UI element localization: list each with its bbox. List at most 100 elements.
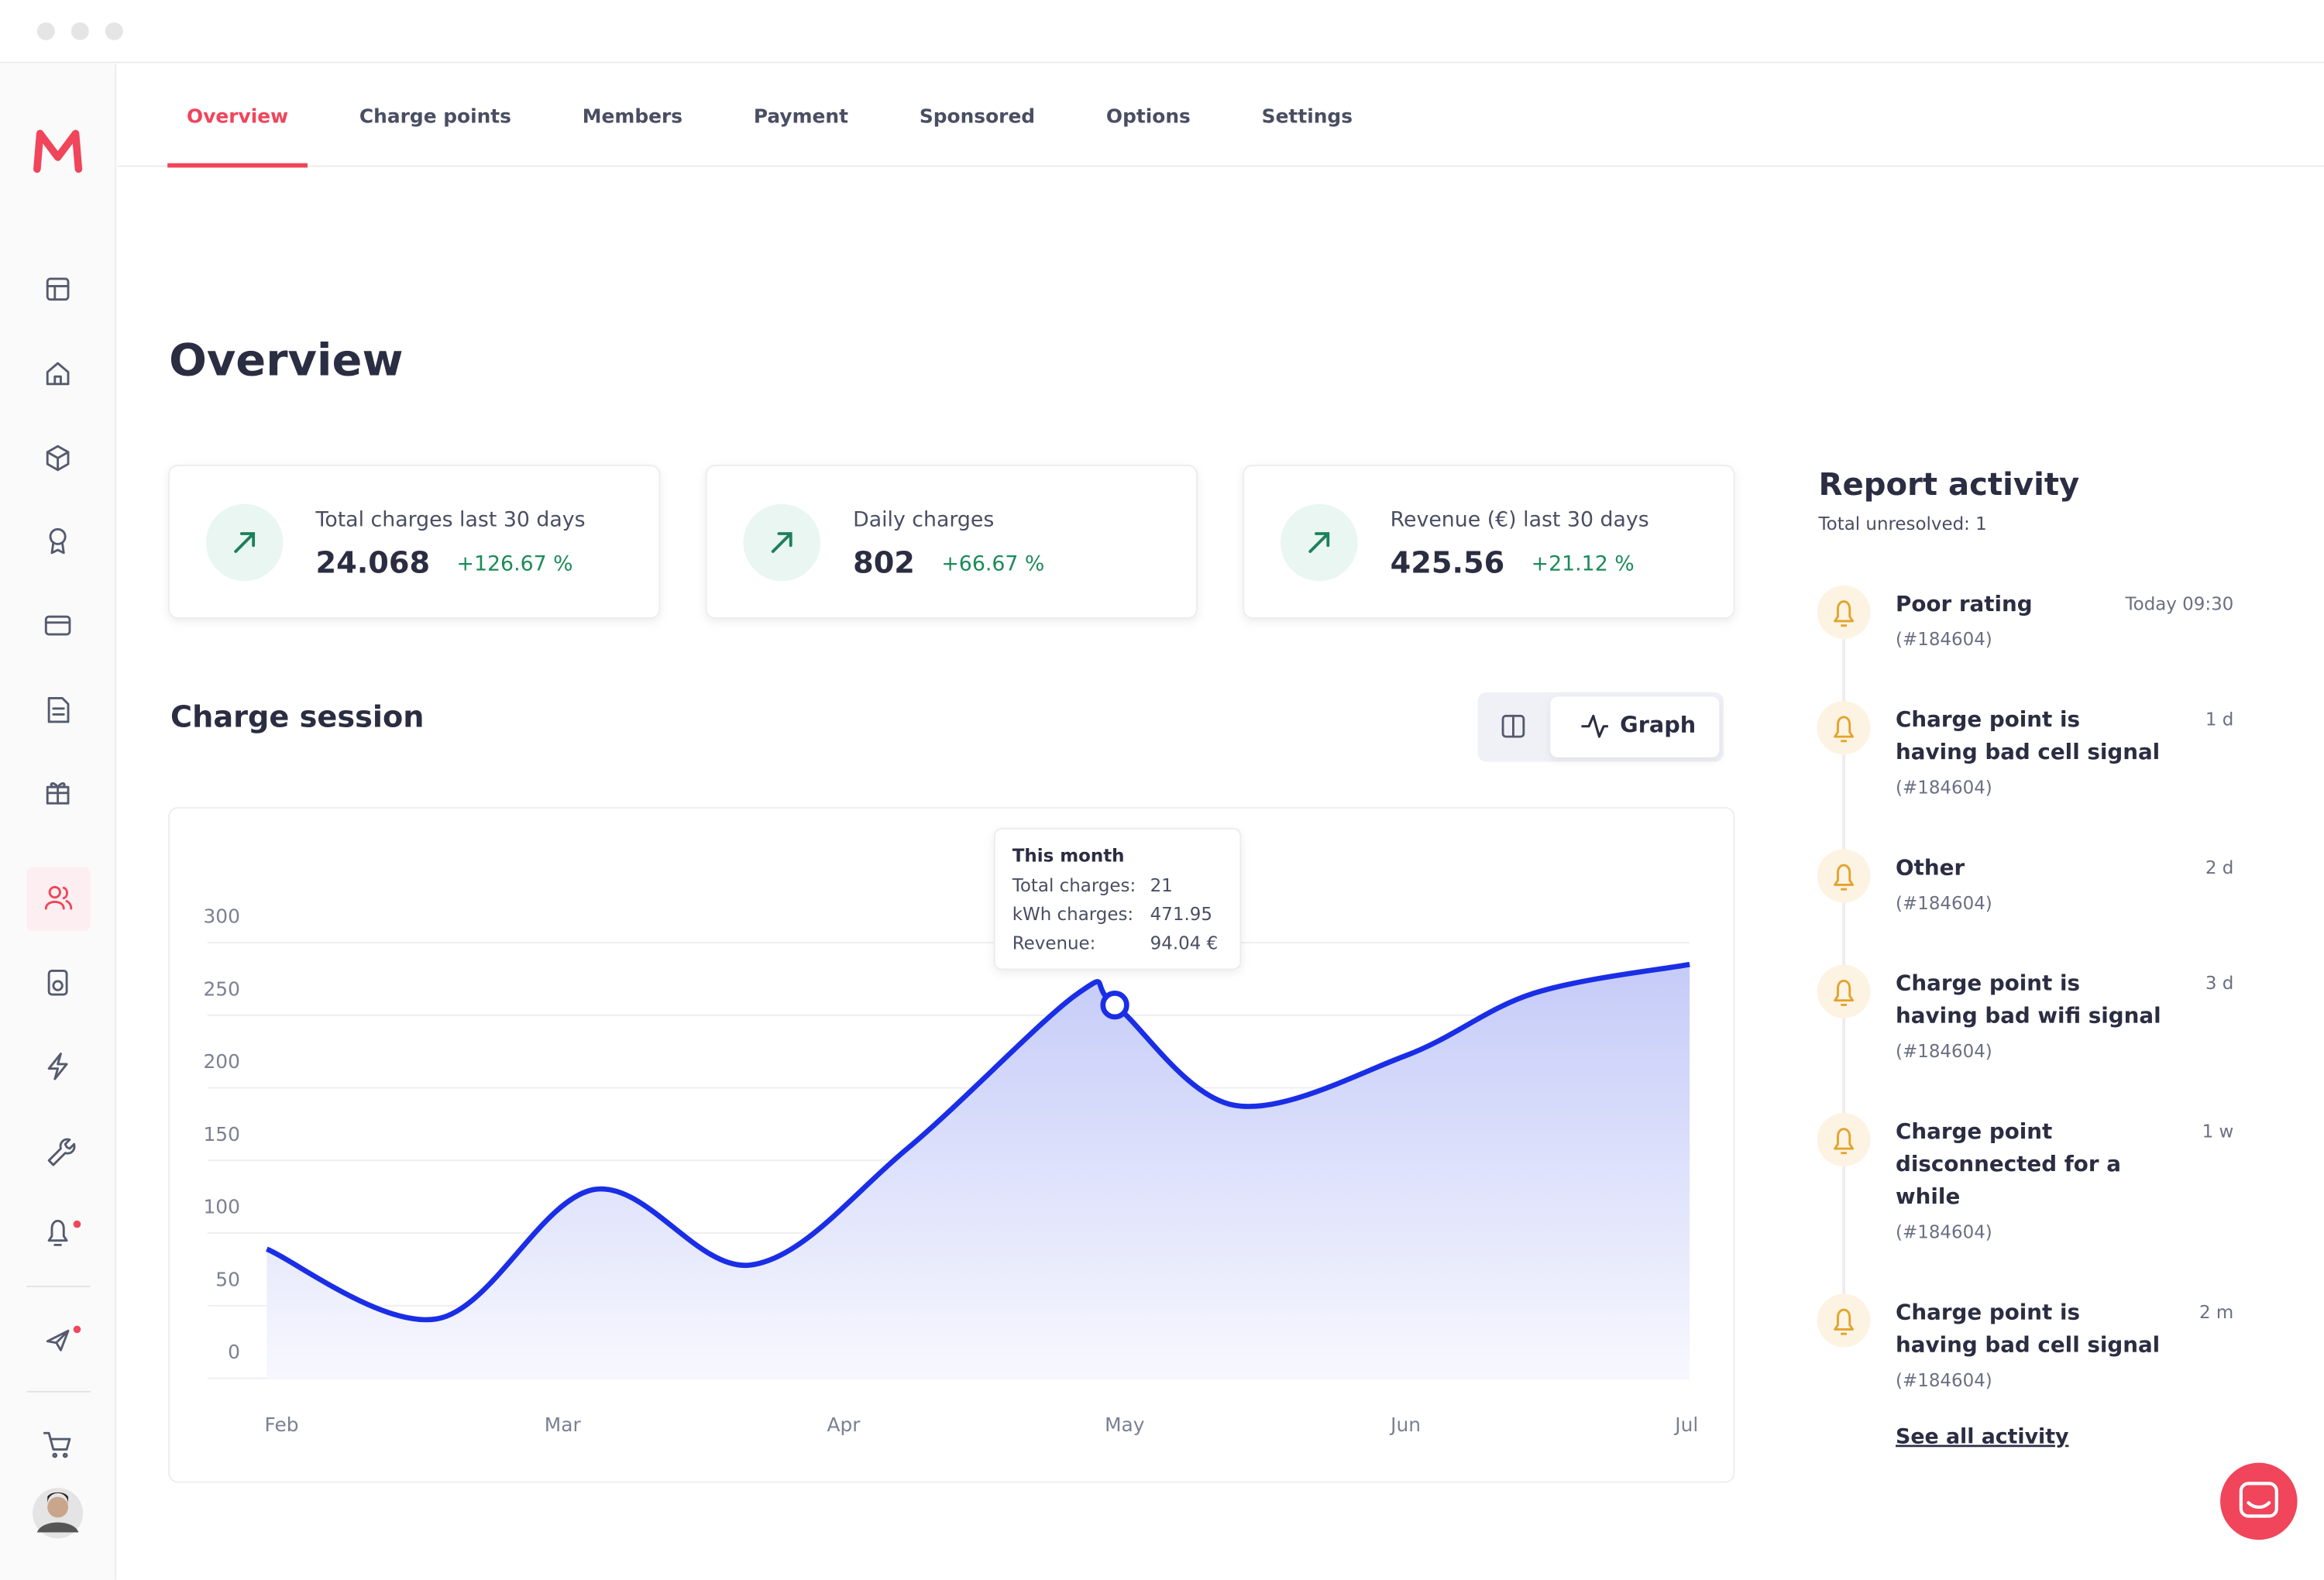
chat-button[interactable] [2220, 1462, 2298, 1540]
tab[interactable]: Settings [1262, 105, 1353, 127]
icon-layout[interactable] [46, 277, 70, 301]
stat-change: +66.67 % [941, 552, 1044, 576]
area [266, 964, 1690, 1379]
stat-value: 802 [853, 546, 915, 581]
x-tick-label: Jun [1389, 1413, 1421, 1436]
activity-title: Poor rating [1896, 591, 2033, 617]
window-dot[interactable] [36, 22, 55, 40]
view-toggle: Graph [1477, 692, 1724, 762]
activity-id: (#184604) [1896, 1371, 1992, 1391]
icon-cart[interactable] [43, 1431, 71, 1458]
active-tab-underline [167, 163, 308, 168]
activity-item[interactable]: Other (#184604) 2 d [1817, 849, 2234, 914]
active-item[interactable] [26, 867, 91, 931]
icon-users[interactable] [44, 885, 73, 910]
activity-item[interactable]: Poor rating (#184604) Today 09:30 [1817, 585, 2234, 650]
activity-title: Charge point is [1896, 706, 2080, 732]
icon-bell[interactable] [47, 1219, 68, 1246]
tab[interactable]: Options [1106, 105, 1191, 127]
report-activity: Report activity Total unresolved: 1 Poor r… [1817, 467, 2234, 1449]
card [1243, 465, 1735, 620]
activity-title: Charge point is [1896, 970, 2080, 996]
activity-id: (#184604) [1896, 630, 1992, 650]
graph-button[interactable] [1550, 696, 1720, 757]
icon-document[interactable] [47, 696, 70, 723]
title-bar [0, 0, 2324, 63]
activity-title: Other [1896, 854, 1965, 880]
stat-value: 425.56 [1391, 546, 1505, 581]
activity-title: Charge point is [1896, 1299, 2080, 1324]
stat-card: Revenue (€) last 30 days 425.56 +21.12 % [1243, 465, 1735, 620]
icon-send[interactable] [46, 1329, 70, 1352]
bell-badge [1817, 1113, 1871, 1166]
icon-gift[interactable] [46, 782, 70, 805]
activity-time: 1 w [2202, 1121, 2234, 1142]
icon-award[interactable] [49, 527, 67, 555]
activity-item[interactable]: Charge point disconnected for a while (#184… [1817, 1113, 2234, 1243]
bell-icon [1834, 864, 1855, 891]
icon-wrench[interactable] [47, 1138, 76, 1166]
activity-id: (#184604) [1896, 894, 1992, 914]
tooltip: This month Total charges: 21 kWh charges: 47… [993, 827, 1242, 970]
icon-home[interactable] [46, 362, 70, 386]
sidebar [0, 64, 116, 1580]
activity-id: (#184604) [1896, 1042, 1992, 1062]
avatar[interactable] [33, 1488, 84, 1539]
y-tick-label: 100 [203, 1196, 239, 1218]
toggle-label[interactable]: Graph [1620, 712, 1696, 738]
icon-bolt[interactable] [47, 1053, 68, 1080]
activity-time: 3 d [2205, 974, 2233, 994]
tab[interactable]: Charge points [359, 105, 511, 127]
activity-title: having bad wifi signal [1896, 1003, 2161, 1029]
y-tick-label: 0 [228, 1341, 240, 1363]
arrow [1308, 532, 1330, 553]
bell-icon [1834, 716, 1855, 743]
tabs: Overview Charge points Members Payment Spons… [167, 105, 1353, 168]
card [705, 465, 1198, 620]
stat-change: +126.67 % [457, 552, 573, 576]
stat-card: Daily charges 802 +66.67 % [705, 465, 1198, 620]
activity-time: 1 d [2205, 710, 2233, 730]
tab[interactable]: Payment [754, 105, 848, 127]
icon-box[interactable] [46, 445, 70, 472]
window-dot[interactable] [105, 22, 123, 40]
tooltip-label: Revenue: [1012, 933, 1096, 953]
activity-title: while [1896, 1183, 1960, 1209]
activity-time: 2 m [2199, 1303, 2233, 1323]
icon-card[interactable] [44, 615, 71, 636]
tooltip-box [993, 827, 1242, 970]
x-tick-label: Apr [827, 1413, 861, 1436]
activity-item[interactable]: Charge point is having bad cell signal (#1… [1817, 1293, 2234, 1391]
stat-change: +21.12 % [1532, 552, 1635, 576]
icon-speaker[interactable] [47, 969, 68, 996]
logo[interactable] [33, 129, 83, 173]
see-all-link[interactable]: See all activity [1896, 1425, 2068, 1449]
x-tick-label: Jul [1673, 1413, 1698, 1436]
bell-badge [1817, 849, 1871, 903]
y-tick-label: 300 [203, 905, 239, 928]
activity-item[interactable]: Charge point is having bad wifi signal (#1… [1817, 964, 2234, 1062]
activity-title: Charge point [1896, 1118, 2052, 1144]
y-tick-label: 150 [203, 1123, 239, 1146]
stat-label: Revenue (€) last 30 days [1391, 507, 1649, 531]
activity-title: having bad cell signal [1896, 1331, 2160, 1357]
x-tick-label: Mar [545, 1413, 582, 1436]
hover-point[interactable] [1100, 991, 1129, 1020]
tab[interactable]: Overview [187, 105, 288, 127]
bell-icon [1834, 1128, 1855, 1155]
stat-cards: Total charges last 30 days 24.068 +126.67 … [168, 465, 1735, 620]
tab[interactable]: Members [583, 105, 682, 127]
tab[interactable]: Sponsored [920, 105, 1035, 127]
window-dot[interactable] [70, 22, 89, 40]
activity-item[interactable]: Charge point is having bad cell signal (#1… [1817, 701, 2234, 799]
bell-badge [1817, 585, 1871, 639]
card [168, 465, 661, 620]
stat-label: Total charges last 30 days [315, 507, 586, 531]
table-view-button[interactable] [1501, 714, 1525, 738]
sidebar-icons [26, 277, 91, 1539]
activity-time: 2 d [2205, 858, 2233, 878]
graph-icon [1581, 714, 1608, 738]
bell-badge [1817, 1293, 1871, 1348]
